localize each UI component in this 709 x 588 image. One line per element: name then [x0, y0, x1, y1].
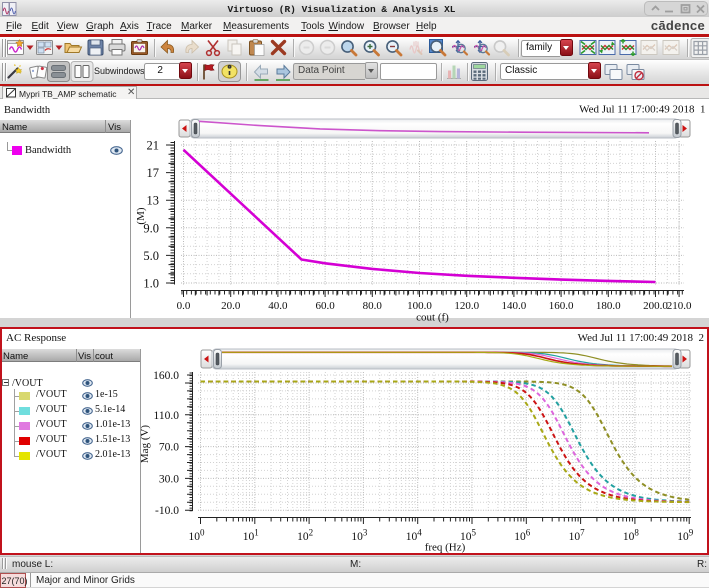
- svg-text:120.0: 120.0: [454, 300, 479, 312]
- svg-text:100: 100: [189, 528, 206, 544]
- svg-text:Mag (V): Mag (V): [141, 425, 151, 464]
- svg-text:9.0: 9.0: [143, 221, 159, 235]
- svg-text:cout (f): cout (f): [416, 312, 449, 324]
- svg-text:210.0: 210.0: [667, 300, 692, 312]
- svg-text:5.0: 5.0: [143, 249, 159, 263]
- svg-text:107: 107: [569, 528, 586, 544]
- svg-text:101: 101: [243, 528, 259, 544]
- svg-text:Wed Jul 11 17:00:49 2018 1: Wed Jul 11 17:00:49 2018 1: [579, 104, 705, 116]
- svg-text:-10.0: -10.0: [155, 505, 179, 517]
- svg-text:freq (Hz): freq (Hz): [425, 542, 466, 554]
- svg-text:21: 21: [147, 139, 160, 153]
- svg-text:17: 17: [147, 166, 160, 180]
- svg-text:0.0: 0.0: [177, 300, 191, 312]
- svg-text:160.0: 160.0: [549, 300, 574, 312]
- svg-text:106: 106: [514, 528, 531, 544]
- svg-text:180.0: 180.0: [596, 300, 621, 312]
- svg-text:30.0: 30.0: [159, 473, 179, 485]
- svg-text:103: 103: [351, 528, 368, 544]
- svg-text:109: 109: [677, 528, 694, 544]
- svg-text:1.0: 1.0: [143, 277, 159, 291]
- svg-text:108: 108: [623, 528, 640, 544]
- svg-text:200.0: 200.0: [643, 300, 668, 312]
- svg-text:160.0: 160.0: [153, 370, 179, 382]
- svg-text:102: 102: [297, 528, 313, 544]
- svg-text:20.0: 20.0: [221, 300, 241, 312]
- svg-text:110.0: 110.0: [154, 410, 180, 422]
- svg-text:(M): (M): [135, 207, 147, 224]
- svg-text:104: 104: [406, 528, 423, 544]
- svg-text:13: 13: [147, 194, 160, 208]
- svg-text:40.0: 40.0: [268, 300, 288, 312]
- svg-text:80.0: 80.0: [363, 300, 383, 312]
- svg-text:100.0: 100.0: [407, 300, 432, 312]
- svg-text:60.0: 60.0: [315, 300, 335, 312]
- svg-text:70.0: 70.0: [159, 442, 179, 454]
- svg-text:140.0: 140.0: [502, 300, 527, 312]
